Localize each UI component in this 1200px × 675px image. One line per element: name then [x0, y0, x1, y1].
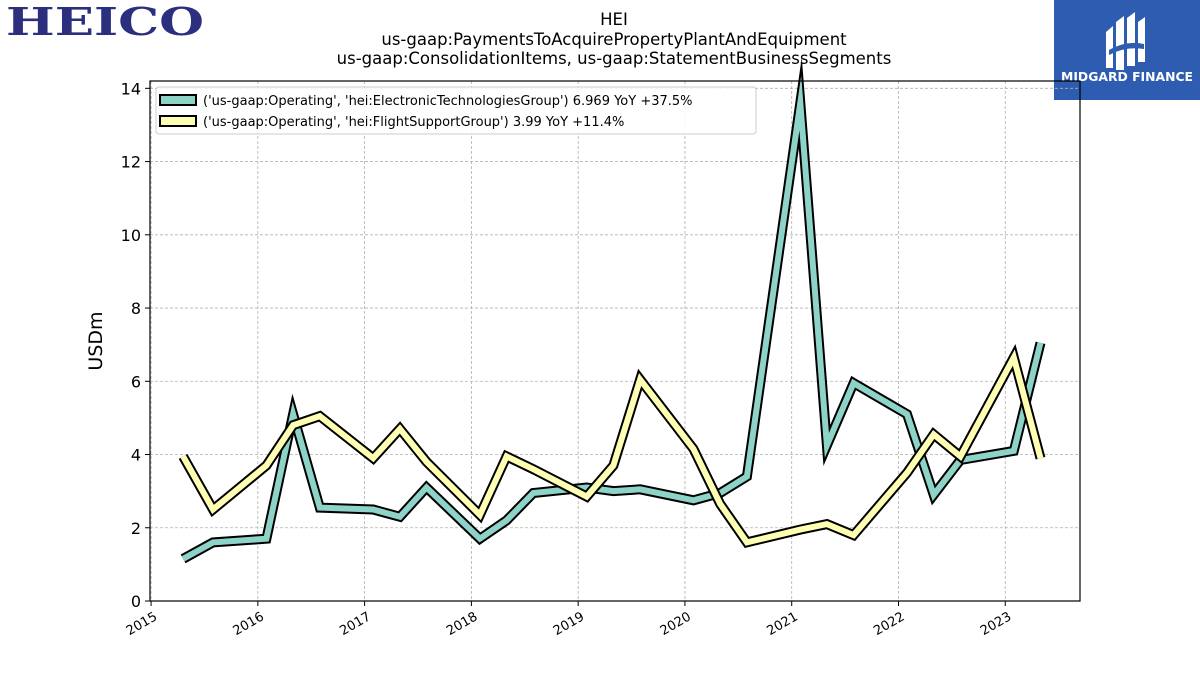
plot-frame [149, 80, 1081, 602]
y-tick-label: 6 [131, 372, 141, 391]
y-tick-label: 12 [121, 153, 141, 172]
chart-subtitle-line-2: us-gaap:ConsolidationItems, us-gaap:Stat… [336, 49, 892, 68]
x-tick-label: 2019 [551, 609, 587, 639]
series-line-2 [180, 349, 1044, 546]
y-tick-label: 0 [131, 592, 141, 611]
y-tick-label: 14 [121, 79, 141, 98]
chart-title-block: HEI us-gaap:PaymentsToAcquirePropertyPla… [240, 10, 988, 69]
heico-logo: HEICO [6, 0, 206, 44]
chart-subtitle-line-1: us-gaap:PaymentsToAcquirePropertyPlantAn… [381, 29, 847, 49]
series-outline-2 [178, 344, 1046, 549]
x-tick-label: 2016 [231, 609, 267, 639]
legend-box [155, 86, 757, 135]
y-tick-label: 10 [121, 226, 141, 245]
legend-label-1: ('us-gaap:Operating', 'hei:ElectronicTec… [203, 94, 693, 109]
x-tick-label: 2020 [658, 609, 694, 639]
legend-label-2: ('us-gaap:Operating', 'hei:FlightSupport… [203, 115, 624, 130]
y-tick-label: 4 [131, 446, 141, 465]
y-tick-label: 8 [131, 299, 141, 318]
legend-swatch-1 [159, 94, 197, 106]
x-tick-label: 2017 [337, 609, 373, 639]
heico-logo-text: HEICO [6, 2, 204, 42]
x-tick-label: 2015 [124, 609, 160, 639]
x-tick-label: 2023 [978, 609, 1014, 639]
x-tick-label: 2022 [871, 609, 907, 639]
x-tick-label: 2018 [444, 609, 480, 639]
midgard-finance-logo: MIDGARD FINANCE [1054, 0, 1200, 100]
midgard-logo-text: MIDGARD FINANCE [1061, 69, 1193, 84]
chart-title: HEI [600, 10, 628, 29]
series-line-1 [181, 75, 1044, 562]
x-tick-label: 2021 [764, 609, 800, 639]
y-tick-label: 2 [131, 519, 141, 538]
legend-swatch-2 [159, 115, 197, 127]
midgard-emblem-icon [1106, 12, 1145, 70]
y-axis-label: USDm [85, 311, 107, 370]
